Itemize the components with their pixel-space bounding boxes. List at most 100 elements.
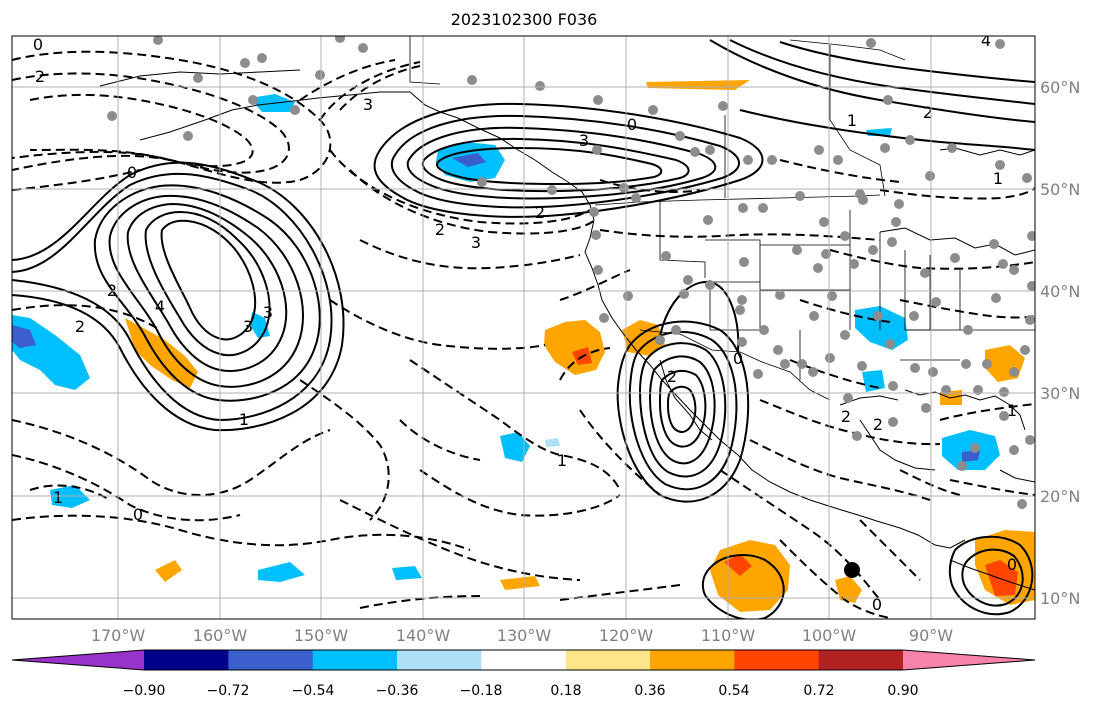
lat-label: 40°N — [1040, 282, 1080, 301]
map-panel: 0 2 3 0 2 3 0 1 2 1 2 3 4 2 3 1 2 3 1 0 — [11, 31, 1036, 620]
contour-label: 0 — [133, 505, 143, 524]
station-marker — [888, 381, 898, 391]
colorbar-segment — [565, 650, 651, 670]
lat-label: 20°N — [1040, 487, 1080, 506]
station-marker — [358, 43, 368, 53]
map-title: 2023102300 F036 — [451, 10, 598, 29]
contour-label: 1 — [847, 111, 857, 130]
contour-label: 2 — [667, 367, 677, 386]
station-marker — [970, 443, 980, 453]
station-marker — [257, 53, 267, 63]
gridlines — [12, 36, 1035, 619]
station-marker — [753, 369, 763, 379]
contour-label: 2 — [923, 103, 933, 122]
lon-label: 110°W — [701, 626, 756, 645]
station-marker — [905, 135, 915, 145]
station-marker — [739, 257, 749, 267]
station-marker — [910, 363, 920, 373]
station-marker — [775, 290, 785, 300]
station-marker — [735, 305, 745, 315]
station-marker — [758, 203, 768, 213]
station-marker — [928, 367, 938, 377]
station-marker — [315, 70, 325, 80]
station-marker — [825, 353, 835, 363]
lon-label: 90°W — [909, 626, 953, 645]
station-marker — [1009, 265, 1019, 275]
station-marker — [840, 330, 850, 340]
station-marker — [999, 411, 1009, 421]
colorbar-segment — [481, 650, 567, 670]
station-marker — [290, 105, 300, 115]
station-marker — [1025, 435, 1035, 445]
station-marker — [738, 203, 748, 213]
lat-label: 60°N — [1040, 78, 1080, 97]
station-marker — [591, 230, 601, 240]
station-marker — [840, 231, 850, 241]
contour-label: 1 — [1007, 401, 1017, 420]
station-marker — [885, 339, 895, 349]
station-marker — [599, 313, 609, 323]
station-marker — [833, 155, 843, 165]
colorbar-tick-label: −0.54 — [292, 683, 335, 699]
station-marker — [589, 207, 599, 217]
station-marker — [718, 101, 728, 111]
station-marker — [631, 193, 641, 203]
lon-label: 100°W — [802, 626, 857, 645]
station-marker — [921, 403, 931, 413]
contour-label: 2 — [873, 415, 883, 434]
station-marker — [593, 265, 603, 275]
colorbar-tick-labels: −0.90 −0.72 −0.54 −0.36 −0.18 0.18 0.36 … — [123, 683, 919, 699]
station-marker — [240, 58, 250, 68]
station-marker — [873, 311, 883, 321]
lon-label: 150°W — [294, 626, 349, 645]
station-marker — [998, 259, 1008, 269]
station-marker — [780, 359, 790, 369]
contour-label: 1 — [557, 451, 567, 470]
station-marker — [857, 361, 867, 371]
colorbar-max-extension — [903, 650, 1035, 670]
station-marker — [743, 155, 753, 165]
contour-label: 2 — [75, 317, 85, 336]
contour-label: 3 — [471, 233, 481, 252]
station-marker — [868, 245, 878, 255]
station-marker — [690, 147, 700, 157]
station-marker — [1017, 499, 1027, 509]
station-marker — [193, 73, 203, 83]
colorbar-segment — [228, 650, 314, 670]
station-marker — [248, 95, 258, 105]
colorbar-tick-label: −0.72 — [207, 683, 250, 699]
colorbar-tick-label: 0.54 — [718, 683, 749, 699]
station-marker — [849, 259, 859, 269]
political-borders — [409, 36, 1035, 401]
station-marker — [737, 295, 747, 305]
colorbar-tick-label: −0.36 — [376, 683, 419, 699]
station-marker — [737, 337, 747, 347]
lon-label: 160°W — [193, 626, 248, 645]
station-marker — [1020, 345, 1030, 355]
colorbar-segments — [144, 650, 904, 670]
station-marker — [891, 217, 901, 227]
colorbar-min-extension — [12, 650, 144, 670]
station-marker — [999, 387, 1009, 397]
contour-label: 2 — [535, 203, 545, 222]
lat-label: 10°N — [1040, 589, 1080, 608]
colorbar: −0.90 −0.72 −0.54 −0.36 −0.18 0.18 0.36 … — [11, 649, 1036, 699]
contour-label: 4 — [981, 31, 991, 50]
station-marker — [477, 177, 487, 187]
contour-label: 3 — [579, 131, 589, 150]
station-marker — [759, 325, 769, 335]
station-marker — [183, 131, 193, 141]
contour-label: 0 — [733, 349, 743, 368]
station-marker — [797, 359, 807, 369]
station-marker — [107, 111, 117, 121]
station-marker — [925, 171, 935, 181]
contour-label: 1 — [239, 410, 249, 429]
highlight-station-marker — [844, 562, 860, 578]
contour-label: 2 — [435, 220, 445, 239]
station-marker — [819, 217, 829, 227]
station-marker — [335, 36, 345, 43]
station-marker — [547, 185, 557, 195]
contour-label: 0 — [1007, 555, 1017, 574]
station-marker — [1027, 281, 1035, 291]
